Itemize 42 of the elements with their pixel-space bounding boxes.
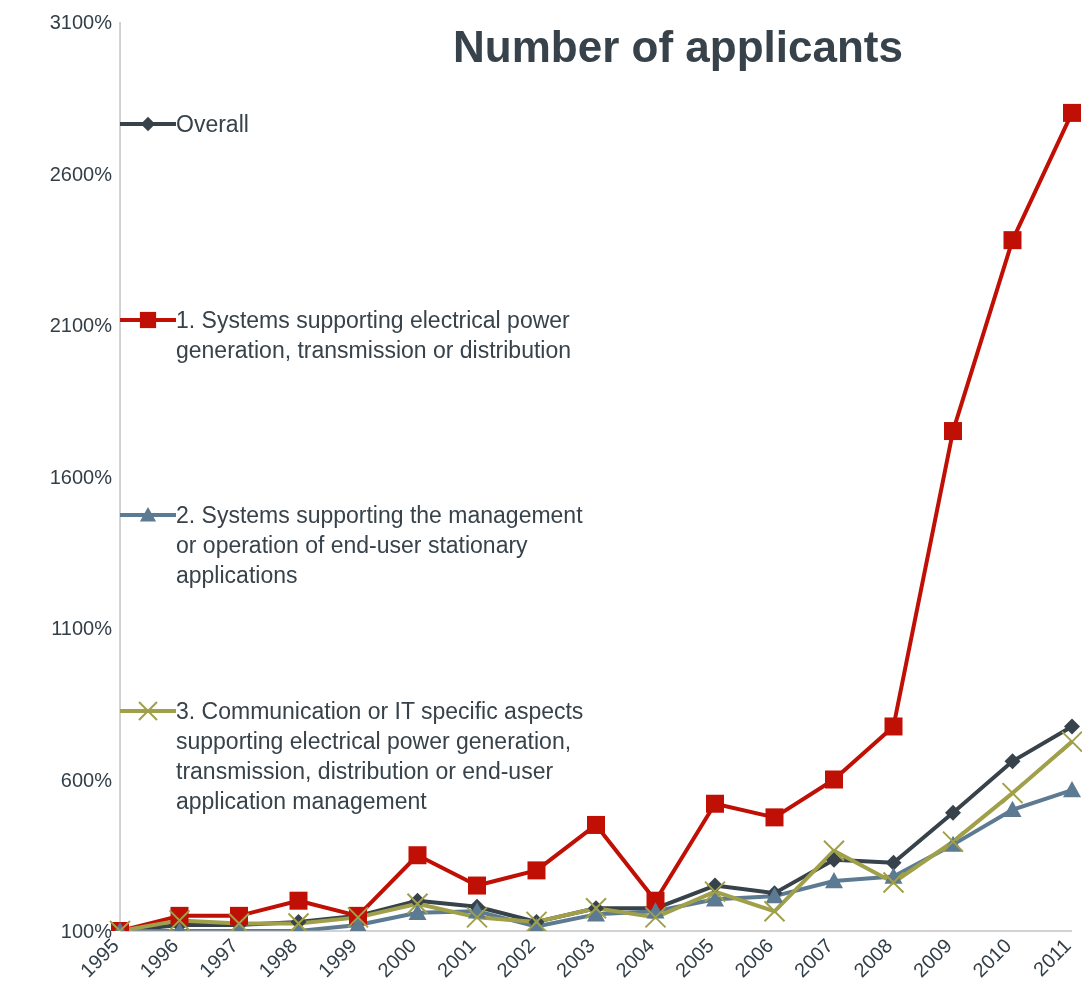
legend-label: 1. Systems supporting electrical power generation, transmission or distribution: [176, 305, 573, 365]
point: [1061, 730, 1082, 753]
point: [885, 854, 902, 871]
point: [944, 422, 962, 441]
point: [644, 906, 667, 929]
point: [587, 815, 605, 834]
point: [466, 906, 488, 929]
y-tick-label: 1600%: [49, 465, 113, 488]
point: [527, 861, 546, 880]
point: [884, 717, 903, 736]
point: [228, 912, 250, 931]
legend-label: 3. Communication or IT specific aspects supporting electrical power generation, transmission, distribution or end-user application management: [176, 697, 585, 817]
point: [945, 804, 961, 821]
point: [1063, 781, 1081, 798]
point: [765, 808, 784, 827]
legend-label: Overall: [176, 110, 249, 139]
point: [882, 871, 905, 894]
point: [408, 846, 427, 865]
point: [406, 892, 429, 915]
point: [706, 794, 724, 813]
point: [1064, 718, 1080, 735]
y-tick-label: 1100%: [51, 617, 113, 640]
point: [408, 903, 427, 921]
point: [1003, 800, 1022, 817]
chart-title: Number of applicants: [452, 22, 904, 72]
point: [823, 839, 845, 862]
point: [289, 891, 308, 910]
y-tick-label: 2100%: [49, 314, 113, 337]
legend-label: 2. Systems supporting the management or operation of end-user stationary applications: [176, 501, 584, 591]
point: [825, 770, 843, 789]
point: [1003, 231, 1022, 250]
point: [825, 872, 843, 889]
point: [1063, 103, 1081, 122]
point: [1004, 753, 1021, 770]
point: [942, 830, 964, 853]
point: [168, 909, 191, 931]
y-tick-label: 2600%: [49, 162, 113, 185]
point: [763, 900, 786, 923]
point: [468, 876, 486, 895]
y-tick-label: 3100%: [49, 11, 113, 34]
y-tick-label: 600%: [60, 768, 113, 791]
point: [704, 880, 726, 903]
